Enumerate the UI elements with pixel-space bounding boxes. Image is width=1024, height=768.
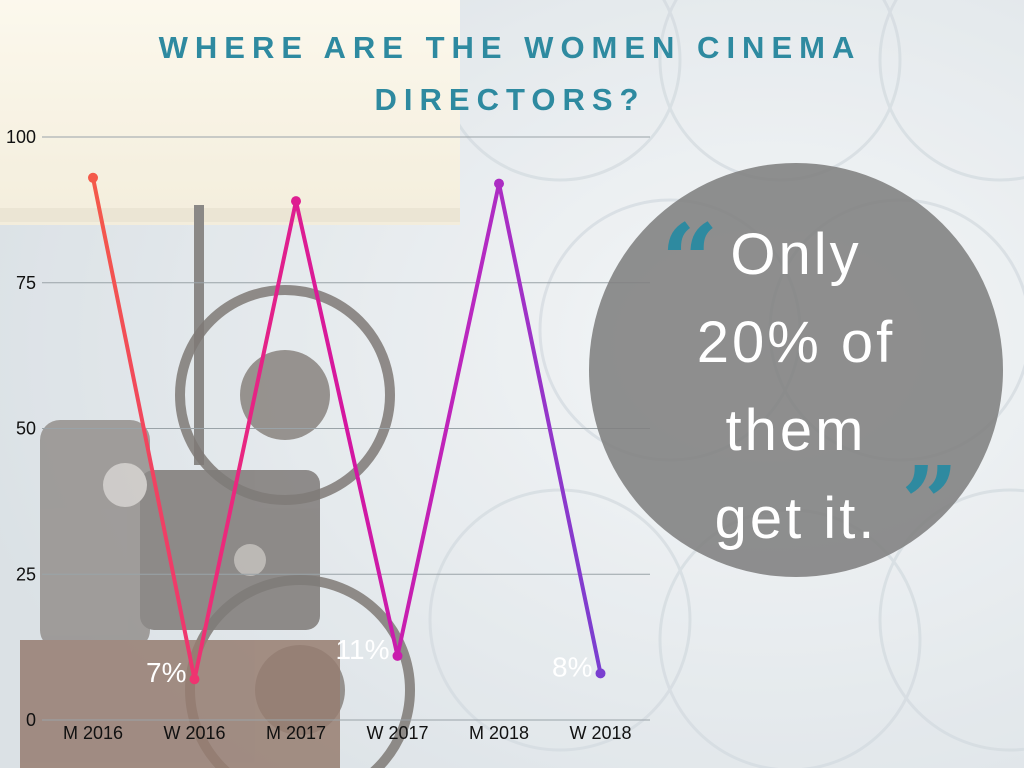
x-tick-label: M 2018 — [469, 723, 529, 743]
data-label: 8% — [552, 651, 592, 682]
x-tick-label: M 2017 — [266, 723, 326, 743]
open-quote-icon: “ — [661, 202, 719, 320]
data-point — [88, 172, 98, 183]
x-tick-label: W 2016 — [163, 723, 225, 743]
data-label: 11% — [336, 634, 390, 665]
data-point — [595, 668, 606, 679]
quote-bubble: “ Only 20% of them get it. ” — [589, 163, 1003, 577]
y-tick-label: 0 — [26, 710, 36, 730]
close-quote-icon: ” — [901, 444, 959, 562]
y-tick-label: 100 — [6, 127, 36, 147]
data-point — [291, 196, 301, 207]
data-point — [494, 178, 504, 189]
quote-line: Only — [730, 222, 862, 287]
y-tick-label: 25 — [16, 564, 36, 584]
quote-text: Only 20% of them get it. — [589, 211, 1003, 563]
data-point — [189, 674, 200, 685]
y-tick-label: 75 — [16, 273, 36, 293]
quote-line: 20% of — [696, 310, 896, 375]
chart-title-line-1: WHERE ARE THE WOMEN CINEMA — [158, 30, 862, 65]
data-label: 7% — [146, 657, 186, 688]
chart-title-line-2: DIRECTORS? — [374, 82, 646, 117]
x-tick-label: W 2018 — [569, 723, 631, 743]
x-tick-label: W 2017 — [366, 723, 428, 743]
data-point — [392, 650, 403, 661]
series-line — [91, 175, 603, 682]
quote-line: them — [725, 398, 867, 463]
x-tick-label: M 2016 — [63, 723, 123, 743]
y-tick-label: 50 — [16, 419, 36, 439]
quote-line: get it. — [714, 486, 878, 551]
